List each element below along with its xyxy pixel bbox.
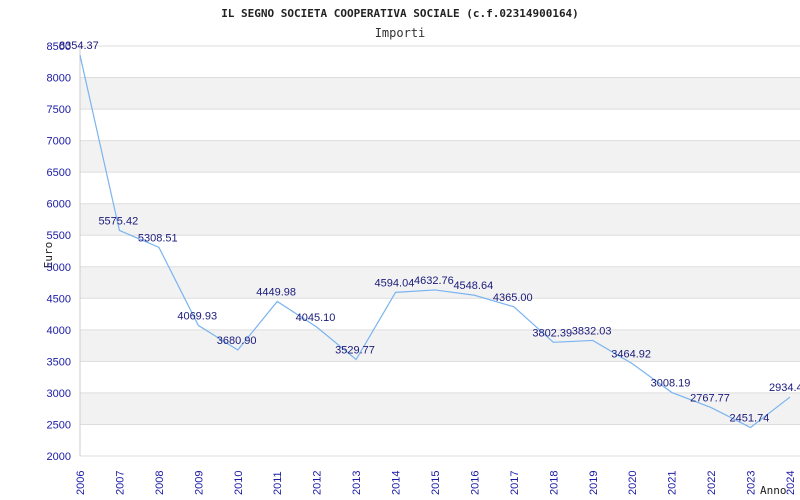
data-label: 4632.76 xyxy=(414,275,454,287)
chart-subtitle: Importi xyxy=(375,26,426,40)
plot-bands xyxy=(80,77,800,425)
plot-band xyxy=(80,77,800,110)
data-label: 3529.77 xyxy=(335,345,375,357)
series-line xyxy=(79,55,791,429)
x-tick-label: 2009 xyxy=(193,471,205,495)
y-tick-label: 3500 xyxy=(47,356,71,368)
data-label: 4045.10 xyxy=(296,312,336,324)
data-label: 4594.04 xyxy=(375,277,415,289)
data-label: 5575.42 xyxy=(98,215,138,227)
x-tick-label: 2010 xyxy=(233,471,245,495)
x-tick-label: 2012 xyxy=(312,471,324,495)
y-tick-label: 7000 xyxy=(47,136,71,148)
x-tick-label: 2024 xyxy=(785,471,797,495)
data-label: 3832.03 xyxy=(572,325,612,337)
y-tick-label: 8500 xyxy=(47,41,71,53)
plot-band xyxy=(80,266,800,299)
x-tick-label: 2014 xyxy=(391,471,403,495)
y-tick-label: 4500 xyxy=(47,293,71,305)
data-label: 2767.77 xyxy=(690,393,730,405)
x-tick-label: 2021 xyxy=(667,471,679,495)
y-tick-label: 5000 xyxy=(47,262,71,274)
x-tick-label: 2016 xyxy=(469,471,481,495)
data-label: 3008.19 xyxy=(651,377,691,389)
plot-band xyxy=(80,329,800,362)
data-label: 3464.92 xyxy=(611,349,651,361)
x-tick-label: 2023 xyxy=(746,471,758,495)
y-tick-labels: 2000 2500 3000 3500 4000 4500 5000 5500 6000 6500… xyxy=(47,41,71,463)
data-label: 4449.98 xyxy=(256,286,296,298)
x-tick-label: 2006 xyxy=(75,471,87,495)
data-label: 2934.40 xyxy=(769,382,800,394)
x-tick-label: 2019 xyxy=(588,471,600,495)
x-axis-label: Anno xyxy=(760,484,787,497)
chart-title: IL SEGNO SOCIETA COOPERATIVA SOCIALE (c.… xyxy=(221,7,579,20)
x-tick-labels: 2006 2007 2008 2009 2010 2011 2012 2013 2014 2015… xyxy=(75,471,797,495)
series-line-group xyxy=(79,55,791,429)
x-tick-label: 2008 xyxy=(154,471,166,495)
data-label: 3802.39 xyxy=(532,327,572,339)
data-label: 3680.90 xyxy=(217,335,257,347)
x-tick-label: 2007 xyxy=(114,471,126,495)
x-tick-label: 2015 xyxy=(430,471,442,495)
data-label: 4069.93 xyxy=(177,310,217,322)
plot-band xyxy=(80,140,800,173)
y-tick-label: 6500 xyxy=(47,167,71,179)
data-label: 4548.64 xyxy=(453,280,493,292)
y-tick-label: 5500 xyxy=(47,230,71,242)
y-tick-label: 2000 xyxy=(47,451,71,463)
plot-band xyxy=(80,203,800,236)
data-label: 5308.51 xyxy=(138,232,178,244)
data-label: 2451.74 xyxy=(730,413,770,425)
y-tick-label: 8000 xyxy=(47,73,71,85)
data-label: 4365.00 xyxy=(493,292,533,304)
y-tick-label: 4000 xyxy=(47,325,71,337)
y-tick-label: 7500 xyxy=(47,104,71,116)
x-tick-label: 2013 xyxy=(351,471,363,495)
y-tick-label: 3000 xyxy=(47,388,71,400)
grid-lines xyxy=(79,45,800,457)
x-tick-label: 2020 xyxy=(627,471,639,495)
plot-band xyxy=(80,392,800,425)
data-label: 8354.37 xyxy=(59,40,99,52)
x-tick-label: 2018 xyxy=(548,471,560,495)
y-tick-label: 2500 xyxy=(47,419,71,431)
x-tick-label: 2022 xyxy=(706,471,718,495)
x-tick-label: 2011 xyxy=(272,471,284,495)
y-axis-label: Euro xyxy=(42,242,55,269)
x-tick-label: 2017 xyxy=(509,471,521,495)
y-tick-label: 6000 xyxy=(47,199,71,211)
